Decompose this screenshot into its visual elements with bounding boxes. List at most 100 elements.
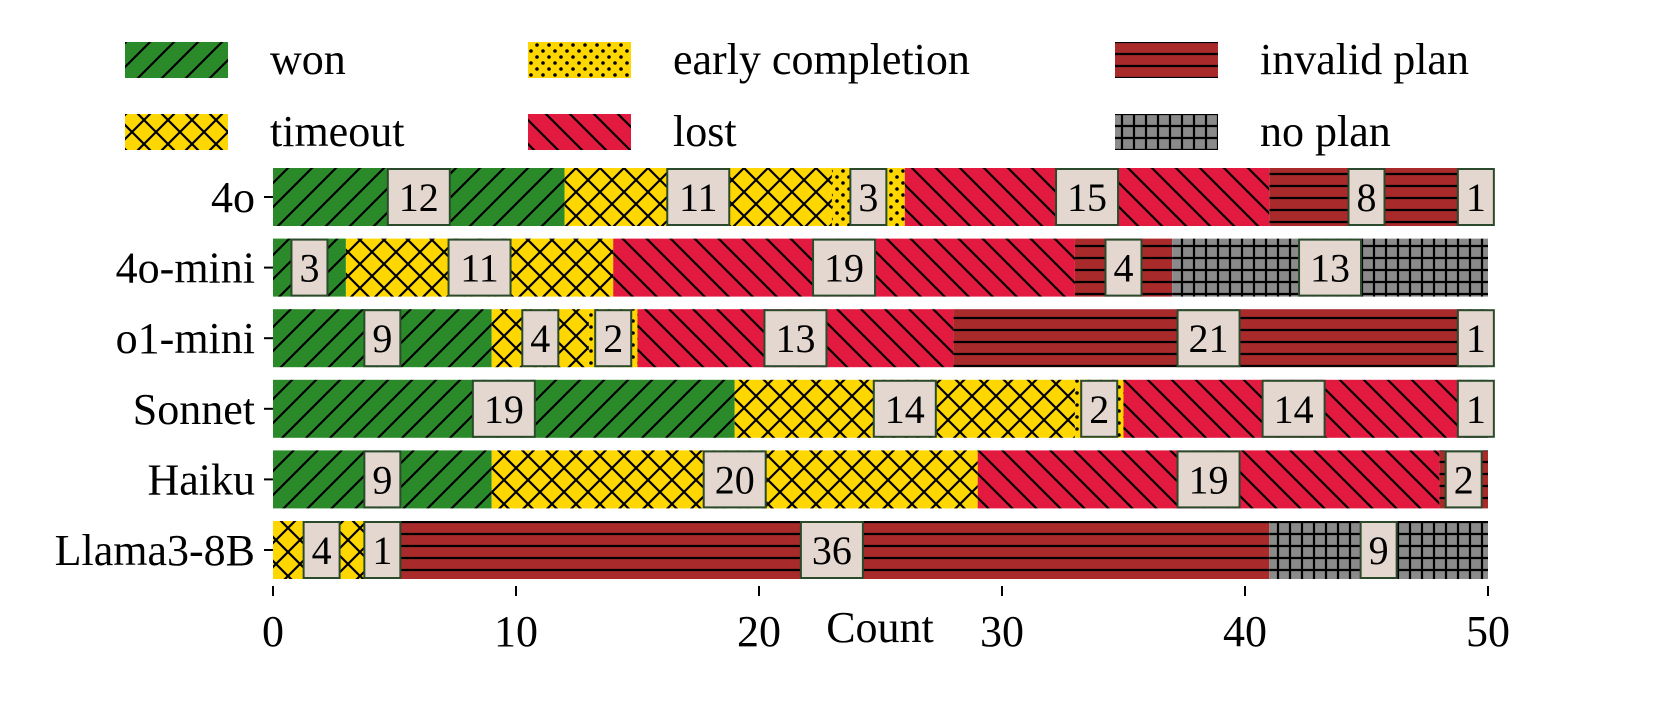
- legend: won timeout early completion lost invalid pl…: [125, 35, 1469, 156]
- data-label-text: 14: [1274, 387, 1314, 432]
- data-label: 9: [363, 309, 402, 368]
- x-tick-label: 10: [494, 607, 538, 656]
- legend-swatch: [125, 114, 228, 150]
- legend-label: invalid plan: [1260, 35, 1469, 84]
- legend-label: lost: [673, 107, 737, 156]
- data-label-box: [1359, 521, 1398, 579]
- legend-item-early-completion: early completion: [528, 35, 970, 84]
- data-label: 36: [799, 521, 864, 579]
- data-label: 1: [1456, 379, 1495, 438]
- legend-label: no plan: [1260, 107, 1391, 156]
- data-label-text: 9: [372, 316, 392, 361]
- data-label-text: 9: [372, 457, 392, 502]
- data-label: 1: [363, 521, 402, 579]
- data-label-text: 4: [1114, 246, 1134, 291]
- data-label-box: [471, 379, 536, 438]
- data-label: 19: [471, 379, 536, 438]
- data-label-box: [302, 521, 341, 579]
- data-label: 1: [1456, 168, 1495, 226]
- data-label: 11: [447, 238, 512, 297]
- data-label-box: [1055, 168, 1120, 226]
- y-tick-label: Sonnet: [133, 385, 255, 434]
- data-label-box: [447, 238, 512, 297]
- y-tick-label: Haiku: [147, 455, 255, 504]
- y-tick-label: Llama3-8B: [55, 526, 255, 575]
- data-label-box: [594, 309, 633, 368]
- data-label: 3: [290, 238, 329, 297]
- legend-label: early completion: [673, 35, 970, 84]
- y-tick-label: 4o: [211, 173, 255, 222]
- data-label: 13: [763, 309, 828, 368]
- legend-item-won: won: [125, 35, 346, 84]
- data-label-box: [872, 379, 937, 438]
- legend-item-lost: lost: [528, 107, 737, 156]
- data-label: 9: [363, 450, 402, 509]
- x-tick-label: 50: [1466, 607, 1510, 656]
- data-label-box: [763, 309, 828, 368]
- data-label-box: [1176, 450, 1241, 509]
- data-label-text: 3: [858, 175, 878, 220]
- bar-row-Llama3-8B: 4 1 36 9: [273, 521, 1488, 579]
- data-label-text: 2: [1089, 387, 1109, 432]
- bar-row-Sonnet: 19 14 2 14 1: [273, 379, 1495, 438]
- data-label-text: 1: [1466, 175, 1486, 220]
- legend-swatch: [1115, 42, 1218, 78]
- data-label: 2: [1444, 450, 1483, 509]
- data-label: 19: [1176, 450, 1241, 509]
- data-label-box: [1347, 168, 1386, 226]
- legend-swatch: [528, 42, 631, 78]
- y-tick-label: o1-mini: [116, 314, 255, 363]
- data-label-text: 13: [1310, 246, 1350, 291]
- data-label-box: [799, 521, 864, 579]
- x-tick-label: 0: [262, 607, 284, 656]
- legend-item-timeout: timeout: [125, 107, 404, 156]
- data-label: 15: [1055, 168, 1120, 226]
- data-label: 4: [1104, 238, 1143, 297]
- data-label-box: [363, 309, 402, 368]
- data-label: 13: [1298, 238, 1363, 297]
- data-label-text: 12: [399, 175, 439, 220]
- data-label-box: [1261, 379, 1326, 438]
- x-axis: Count 0 10 20 30 40 50: [262, 586, 1510, 656]
- data-label-text: 15: [1067, 175, 1107, 220]
- data-label-box: [386, 168, 451, 226]
- data-label-box: [812, 238, 877, 297]
- data-label-text: 8: [1357, 175, 1377, 220]
- data-label: 14: [872, 379, 937, 438]
- x-axis-label: Count: [826, 603, 934, 652]
- data-label-text: 19: [1189, 457, 1229, 502]
- data-label-text: 1: [1466, 387, 1486, 432]
- data-label-text: 1: [372, 528, 392, 573]
- data-label-text: 14: [885, 387, 925, 432]
- legend-item-invalid-plan: invalid plan: [1115, 35, 1469, 84]
- data-label-text: 19: [824, 246, 864, 291]
- data-label-box: [1456, 168, 1495, 226]
- legend-swatch: [528, 114, 631, 150]
- data-label-box: [290, 238, 329, 297]
- data-label-box: [521, 309, 560, 368]
- data-label-box: [1456, 309, 1495, 368]
- x-tick-label: 30: [980, 607, 1024, 656]
- bar-row-4o-mini: 3 11 19 4 13: [273, 238, 1488, 297]
- data-label-box: [1080, 379, 1119, 438]
- data-label-text: 2: [1454, 457, 1474, 502]
- data-label-text: 3: [299, 246, 319, 291]
- data-label-box: [666, 168, 731, 226]
- data-label: 2: [594, 309, 633, 368]
- x-tick-label: 40: [1223, 607, 1267, 656]
- data-label-text: 20: [715, 457, 755, 502]
- data-label-box: [1444, 450, 1483, 509]
- legend-item-no-plan: no plan: [1115, 107, 1391, 156]
- y-axis: 4o 4o-mini o1-mini Sonnet Haiku Llama3-8B: [55, 173, 273, 575]
- data-label: 12: [386, 168, 451, 226]
- data-label-text: 21: [1189, 316, 1229, 361]
- data-label: 4: [521, 309, 560, 368]
- data-label: 4: [302, 521, 341, 579]
- bar-row-o1-mini: 9 4 2 13 21 1: [273, 309, 1495, 368]
- data-label: 21: [1176, 309, 1241, 368]
- data-label-text: 1: [1466, 316, 1486, 361]
- data-label: 11: [666, 168, 731, 226]
- data-label-box: [1456, 379, 1495, 438]
